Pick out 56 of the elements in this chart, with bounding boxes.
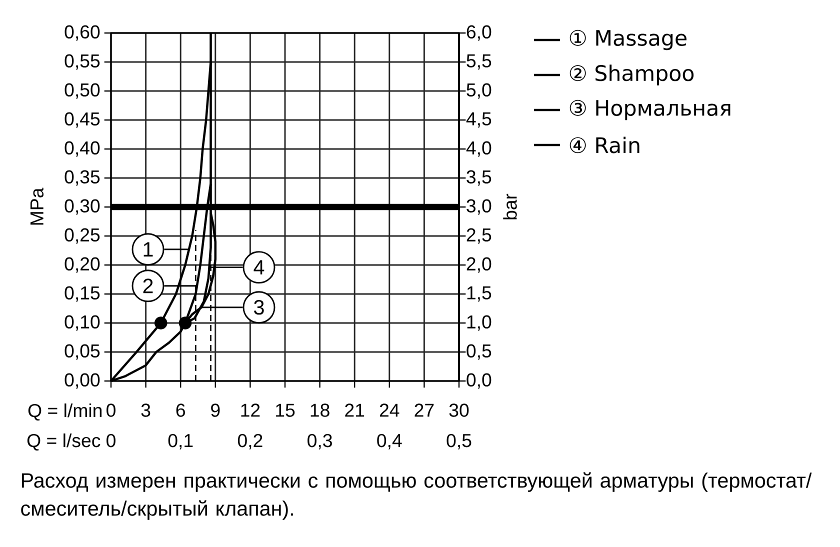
x-tick-label: 0 [106, 404, 116, 417]
y-tick-label: 0,25 [64, 228, 100, 244]
y2-tick-label: 0,0 [466, 373, 492, 389]
x-tick-label: 24 [380, 404, 400, 417]
y2-tick-label: 1,0 [467, 315, 492, 331]
y-tick-label: 0,50 [64, 83, 100, 99]
y2-tick-label: 2,0 [466, 257, 492, 273]
y-tick-label: 0,05 [64, 344, 100, 360]
y2-tick-label: 0,5 [466, 344, 492, 360]
y2-tick-label: 4,5 [466, 112, 492, 128]
x2-tick-label: 0 [106, 434, 116, 448]
y2-tick-label: 1,5 [467, 286, 492, 302]
x-tick-label: 3 [141, 404, 150, 417]
annotation: 2 [143, 278, 153, 294]
x-tick-label: 21 [345, 404, 364, 417]
y-tick-label: 0,55 [64, 54, 100, 70]
y2-tick-label: 4,0 [466, 141, 492, 157]
y-tick-label: 0,30 [64, 199, 100, 215]
x-tick-label: 12 [241, 404, 260, 417]
x2-tick-label: 0,5 [446, 434, 472, 450]
y-tick-label: 0,40 [64, 141, 100, 157]
legend-label: ③ Нормальная [570, 100, 730, 120]
annotation: 4 [254, 260, 264, 274]
y-tick-label: 0,15 [64, 286, 100, 302]
y-tick-label: 0,10 [64, 315, 100, 331]
annotation: 1 [144, 242, 153, 256]
legend-label: ① Massage [570, 30, 686, 50]
y2-tick-label: 5,0 [466, 83, 492, 99]
y-tick-label: 0,35 [64, 170, 100, 186]
x-tick-label: 9 [211, 404, 220, 417]
y2-tick-label: 3,5 [466, 170, 492, 186]
legend-label: ② Shampoo [570, 64, 694, 86]
x-tick-label: 30 [449, 404, 469, 417]
y-tick-label: 0,00 [64, 373, 100, 389]
x-tick-label: 27 [414, 404, 434, 417]
y2-axis-title: bar [503, 194, 517, 220]
y-axis-title: MPa [30, 188, 44, 225]
y-tick-label: 0,45 [64, 112, 100, 128]
x2-tick-label: 0,2 [238, 434, 262, 450]
x-tick-label: 6 [176, 404, 185, 417]
x2-tick-label: 0,1 [168, 434, 193, 450]
y2-tick-label: 3,0 [466, 199, 492, 215]
y2-tick-label: 5,5 [466, 54, 492, 70]
annotation: 3 [254, 300, 264, 315]
x2-tick-label: 0,4 [377, 434, 402, 450]
x-tick-label: 15 [276, 404, 295, 417]
legend-label: ④ Rain [570, 136, 640, 154]
y-tick-label: 0,60 [64, 25, 100, 41]
text: Расход измерен практически с помощью соответствующей арматуры (термостат/смеситель/скрытый клапан). [21, 472, 812, 520]
y-tick-label: 0,20 [64, 257, 100, 273]
y2-tick-label: 6,0 [466, 25, 492, 41]
x-tick-label: 18 [310, 404, 330, 417]
x2-tick-label: 0,3 [308, 434, 332, 450]
x2-axis-title: Q = l/sec [27, 433, 100, 451]
y2-tick-label: 2,5 [466, 228, 492, 244]
x-axis-title: Q = l/min [28, 403, 102, 421]
